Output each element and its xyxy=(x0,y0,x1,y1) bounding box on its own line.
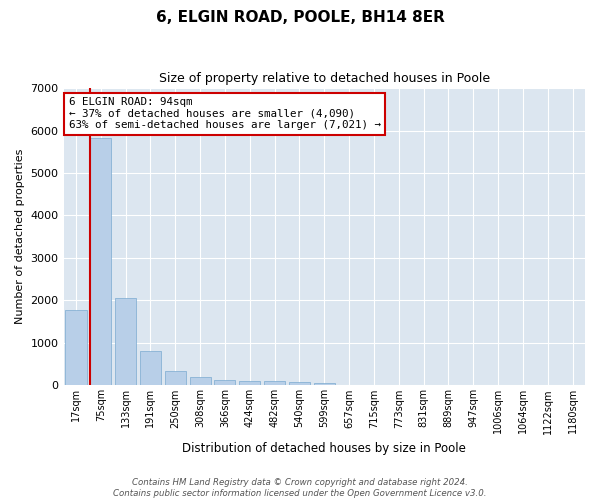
Title: Size of property relative to detached houses in Poole: Size of property relative to detached ho… xyxy=(159,72,490,86)
Bar xyxy=(190,378,211,386)
Bar xyxy=(289,382,310,386)
Bar xyxy=(314,383,335,386)
Bar xyxy=(65,310,86,386)
Bar xyxy=(115,298,136,386)
Bar xyxy=(90,138,112,386)
Y-axis label: Number of detached properties: Number of detached properties xyxy=(15,149,25,324)
Text: 6 ELGIN ROAD: 94sqm
← 37% of detached houses are smaller (4,090)
63% of semi-det: 6 ELGIN ROAD: 94sqm ← 37% of detached ho… xyxy=(69,97,381,130)
Bar xyxy=(140,350,161,386)
Text: Contains HM Land Registry data © Crown copyright and database right 2024.
Contai: Contains HM Land Registry data © Crown c… xyxy=(113,478,487,498)
Bar xyxy=(165,371,186,386)
Bar xyxy=(239,380,260,386)
Bar xyxy=(214,380,235,386)
X-axis label: Distribution of detached houses by size in Poole: Distribution of detached houses by size … xyxy=(182,442,466,455)
Text: 6, ELGIN ROAD, POOLE, BH14 8ER: 6, ELGIN ROAD, POOLE, BH14 8ER xyxy=(155,10,445,25)
Bar xyxy=(264,381,285,386)
